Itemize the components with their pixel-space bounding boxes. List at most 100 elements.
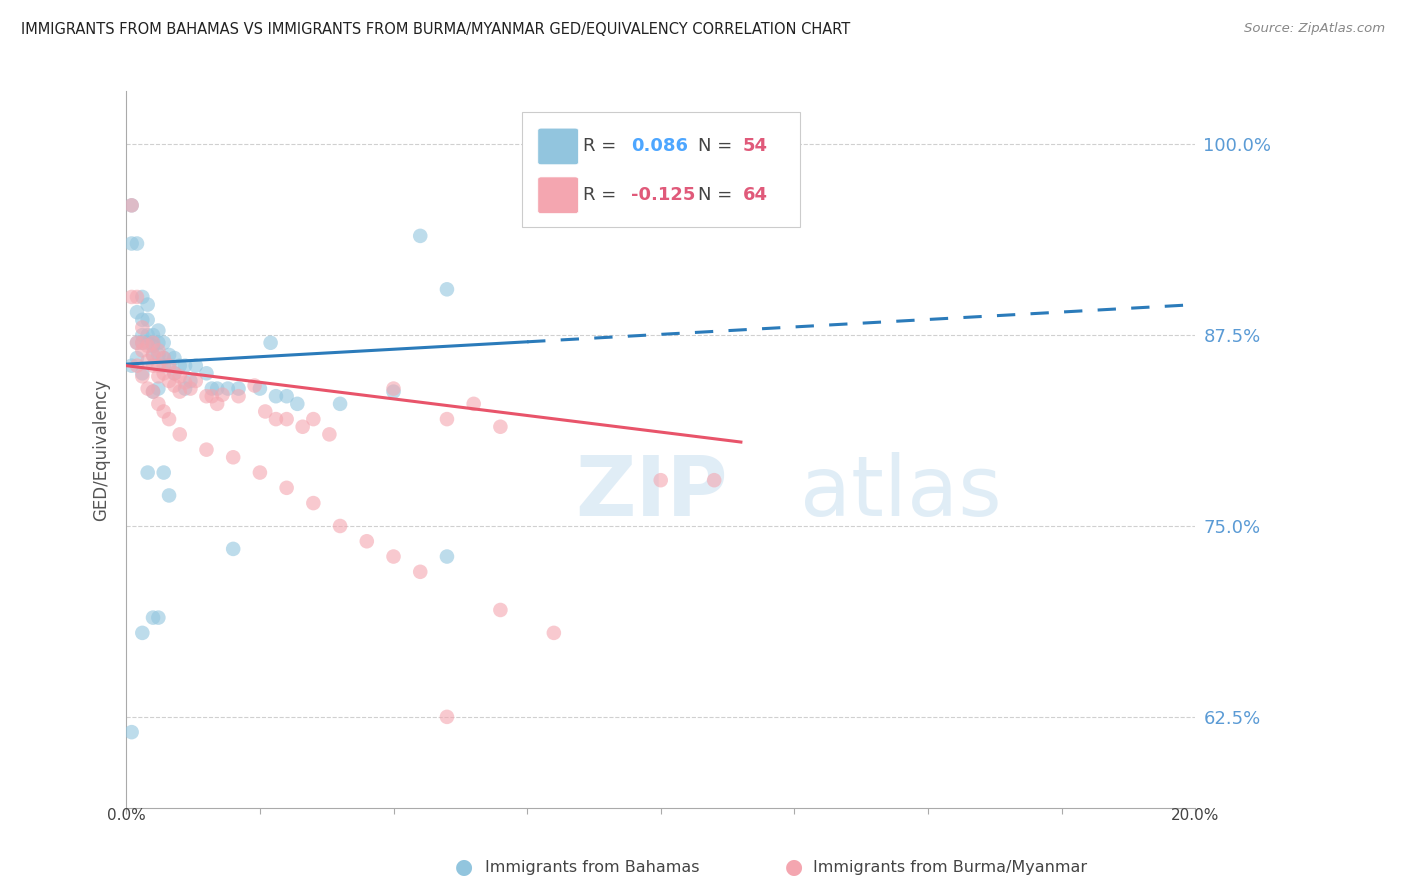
Point (121, 198, 143, 212)
Point (142, 328, 165, 343)
Point (121, 236, 143, 251)
Point (174, 376, 197, 390)
Point (254, 404, 277, 418)
Point (148, 348, 170, 362)
Point (382, 382, 405, 396)
Point (125, 305, 148, 319)
Point (125, 335, 148, 350)
Point (125, 351, 148, 365)
FancyBboxPatch shape (522, 112, 800, 227)
Text: Source: ZipAtlas.com: Source: ZipAtlas.com (1244, 22, 1385, 36)
Point (121, 290, 143, 304)
Point (211, 387, 233, 401)
Point (121, 198, 143, 212)
Text: ZIP: ZIP (575, 452, 728, 533)
Text: Immigrants from Burma/Myanmar: Immigrants from Burma/Myanmar (813, 860, 1087, 874)
Point (142, 384, 165, 399)
Point (169, 359, 191, 373)
Point (152, 351, 174, 365)
Point (264, 389, 287, 403)
Point (163, 367, 186, 381)
Point (329, 397, 352, 411)
Point (142, 359, 165, 373)
Point (136, 466, 159, 480)
Point (302, 412, 325, 426)
Point (169, 427, 191, 442)
Point (131, 328, 153, 343)
Point (152, 351, 174, 365)
Point (436, 549, 458, 564)
Point (157, 348, 180, 362)
Point (131, 313, 153, 327)
Point (131, 343, 153, 358)
Point (436, 282, 458, 296)
Point (650, 473, 672, 487)
Point (148, 335, 170, 350)
Point (243, 378, 266, 392)
Text: Immigrants from Bahamas: Immigrants from Bahamas (485, 860, 700, 874)
Text: 0.086: 0.086 (631, 137, 688, 155)
Point (169, 369, 191, 384)
Point (382, 384, 405, 399)
Point (136, 328, 159, 343)
Point (131, 290, 153, 304)
Text: N =: N = (699, 137, 738, 155)
Point (318, 427, 340, 442)
Point (222, 541, 245, 556)
Point (131, 369, 153, 384)
Point (382, 549, 405, 564)
Point (121, 725, 143, 739)
Point (703, 473, 725, 487)
Text: 20.0%: 20.0% (1171, 808, 1219, 823)
Point (136, 313, 159, 327)
Point (276, 481, 298, 495)
Point (222, 450, 245, 465)
Point (184, 374, 207, 388)
Text: -0.125: -0.125 (631, 186, 695, 204)
Point (148, 369, 170, 384)
Point (436, 710, 458, 724)
Point (152, 404, 174, 418)
Point (125, 335, 148, 350)
Point (276, 389, 298, 403)
Point (136, 335, 159, 350)
Point (179, 374, 201, 388)
Point (195, 389, 218, 403)
Point (489, 419, 512, 434)
Point (142, 335, 165, 350)
Point (152, 359, 174, 373)
Point (228, 389, 250, 403)
Point (436, 412, 458, 426)
Point (152, 367, 174, 381)
Point (148, 610, 170, 624)
Point (142, 335, 165, 350)
Text: ●: ● (786, 857, 803, 877)
Point (152, 466, 174, 480)
Point (302, 496, 325, 510)
Point (264, 412, 287, 426)
Text: 54: 54 (742, 137, 768, 155)
Point (409, 565, 432, 579)
Point (157, 359, 180, 373)
Point (217, 382, 239, 396)
FancyBboxPatch shape (538, 177, 578, 213)
Point (205, 382, 228, 396)
Point (131, 367, 153, 381)
Point (249, 382, 271, 396)
Point (329, 519, 352, 533)
Point (131, 626, 153, 640)
Point (163, 378, 186, 392)
Point (148, 343, 170, 358)
Point (356, 534, 378, 549)
Point (205, 397, 228, 411)
Point (157, 488, 180, 502)
Point (157, 359, 180, 373)
Point (169, 384, 191, 399)
Y-axis label: GED/Equivalency: GED/Equivalency (93, 378, 110, 521)
Text: R =: R = (582, 137, 621, 155)
Point (249, 466, 271, 480)
Point (259, 335, 281, 350)
Text: IMMIGRANTS FROM BAHAMAS VS IMMIGRANTS FROM BURMA/MYANMAR GED/EQUIVALENCY CORRELA: IMMIGRANTS FROM BAHAMAS VS IMMIGRANTS FR… (21, 22, 851, 37)
Text: atlas: atlas (800, 452, 1001, 533)
Point (125, 236, 148, 251)
